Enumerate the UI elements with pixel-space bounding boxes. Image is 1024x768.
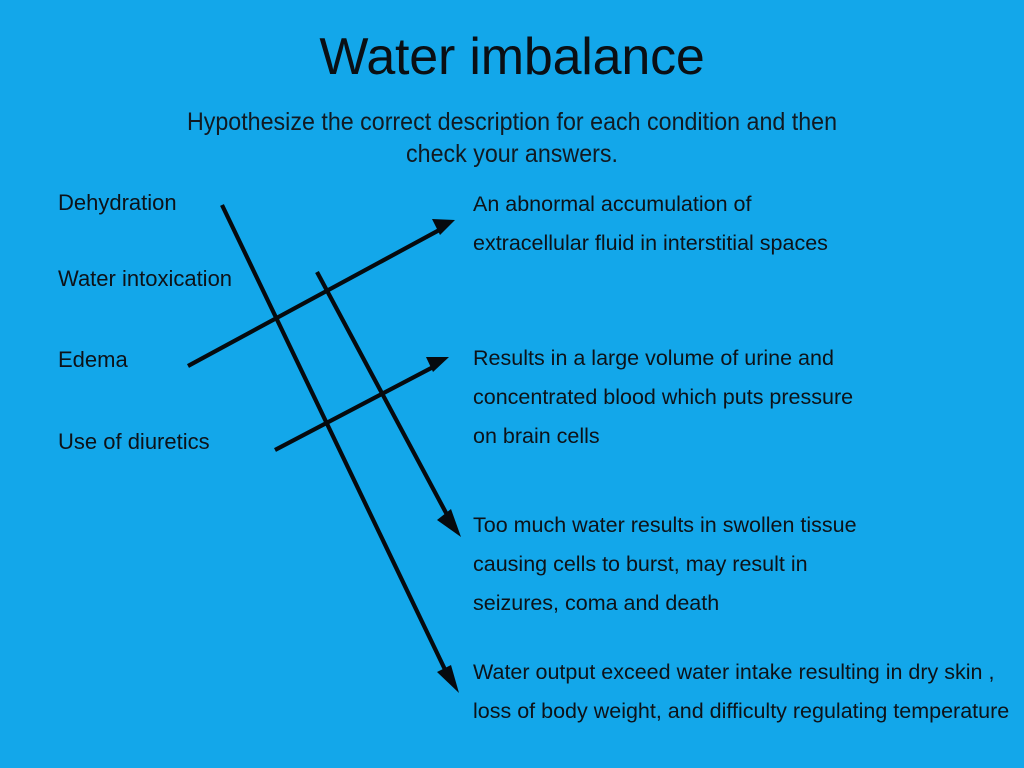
connector-edema-to-abnormal-accumulation — [187, 219, 455, 368]
connector-dehydration-to-water-output — [220, 204, 459, 693]
connector-diuretics-to-large-volume-urine — [274, 357, 449, 452]
condition-term-dehydration: Dehydration — [58, 190, 177, 215]
description-block-water-intoxication-answer: Too much water results in swollen tissue… — [473, 513, 857, 615]
description-block-dehydration-answer: Water output exceed water intake resulti… — [473, 660, 1010, 723]
description-block-diuretics-answer: Results in a large volume of urine and c… — [473, 346, 854, 448]
page-title: Water imbalance — [319, 28, 705, 86]
condition-term-water-intoxication: Water intoxication — [58, 266, 233, 291]
condition-term-use-of-diuretics: Use of diuretics — [58, 429, 210, 454]
slide-subtitle: Hypothesize the correct description for … — [186, 108, 838, 168]
condition-term-edema: Edema — [58, 347, 128, 372]
connector-water-intoxication-to-too-much-water — [315, 271, 461, 537]
description-block-edema-answer: An abnormal accumulation of extracellula… — [473, 192, 828, 255]
